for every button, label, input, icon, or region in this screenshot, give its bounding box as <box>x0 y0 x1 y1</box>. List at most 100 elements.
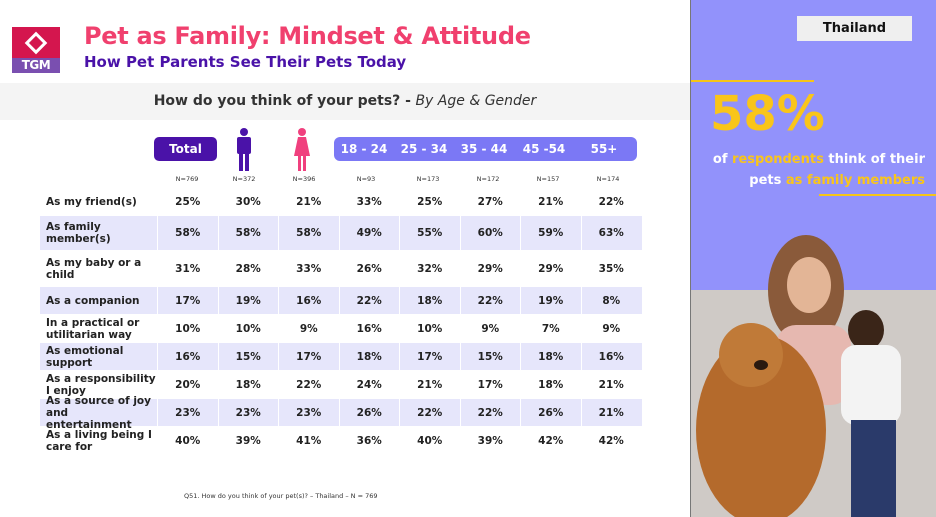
cell-value: 17% <box>157 287 218 314</box>
sample-size: N=372 <box>232 175 256 183</box>
question-breakdown: By Age & Gender <box>415 93 537 109</box>
cell-value: 8% <box>580 287 642 314</box>
cell-value: 42% <box>580 427 642 455</box>
cell-value: 9% <box>278 315 339 342</box>
col-age: 25 - 34 <box>400 142 448 156</box>
male-icon <box>237 128 251 171</box>
cell-value: 30% <box>217 188 279 215</box>
table-row: As my baby or a child 31% 28% 33% 26% 32% 29% 2… <box>40 251 642 287</box>
row-label: As emotional support <box>46 344 124 369</box>
cell-value: 22% <box>278 371 339 398</box>
cell-value: 22% <box>459 287 521 314</box>
cell-value: 18% <box>338 343 400 370</box>
cell-value: 21% <box>580 399 642 426</box>
sample-size: N=769 <box>175 175 199 183</box>
cell-value: 15% <box>459 343 521 370</box>
cell-value: 60% <box>459 216 521 250</box>
tgm-logo: TGM <box>12 27 60 73</box>
cell-value: 15% <box>217 343 279 370</box>
sample-size: N=173 <box>416 175 440 183</box>
row-label: As a responsibility I enjoy <box>46 372 156 397</box>
row-label: As a living being I care for <box>46 429 152 453</box>
cell-value: 40% <box>399 427 460 455</box>
stmt-highlight: as family members <box>785 173 925 188</box>
sample-size: N=172 <box>476 175 500 183</box>
cell-value: 58% <box>278 216 339 250</box>
cell-value: 33% <box>338 188 400 215</box>
cell-value: 16% <box>157 343 218 370</box>
cell-value: 39% <box>217 427 279 455</box>
row-label: As my baby or a child <box>46 256 142 281</box>
sample-size: N=157 <box>536 175 560 183</box>
divider <box>691 80 814 82</box>
female-icon <box>294 128 310 171</box>
row-label: As a source of joy and entertainment <box>46 394 151 431</box>
sample-size: N=93 <box>356 175 376 183</box>
cell-value: 55% <box>399 216 460 250</box>
page-title: Pet as Family: Mindset & Attitude <box>84 22 531 50</box>
cell-value: 23% <box>217 399 279 426</box>
cell-value: 22% <box>459 399 521 426</box>
stmt-highlight: respondents <box>732 152 824 167</box>
headline-statement: of respondents think of their pets as fa… <box>700 149 925 191</box>
sample-size: N=396 <box>292 175 316 183</box>
cell-value: 9% <box>459 315 521 342</box>
col-total: Total <box>154 137 217 161</box>
cell-value: 28% <box>217 251 279 286</box>
cell-value: 17% <box>459 371 521 398</box>
row-label: As my friend(s) <box>46 195 137 208</box>
cell-value: 39% <box>459 427 521 455</box>
cell-value: 7% <box>520 315 581 342</box>
cell-value: 33% <box>278 251 339 286</box>
table-row: As emotional support 16% 15% 17% 18% 17% 15% 18… <box>40 343 642 371</box>
cell-value: 35% <box>580 251 642 286</box>
cell-value: 26% <box>520 399 581 426</box>
cell-value: 21% <box>399 371 460 398</box>
cell-value: 18% <box>520 371 581 398</box>
cell-value: 23% <box>157 399 218 426</box>
cell-value: 17% <box>399 343 460 370</box>
cell-value: 18% <box>520 343 581 370</box>
table-row: As a responsibility I enjoy 20% 18% 22% 24% 2… <box>40 371 642 399</box>
cell-value: 29% <box>520 251 581 286</box>
cell-value: 26% <box>338 399 400 426</box>
cell-value: 22% <box>338 287 400 314</box>
country-label: Thailand <box>797 16 912 41</box>
table-row: As my friend(s) 25% 30% 21% 33% 25% 27% 21% 22% <box>40 188 642 216</box>
cell-value: 10% <box>399 315 460 342</box>
col-age: 18 - 24 <box>340 142 388 156</box>
cell-value: 24% <box>338 371 400 398</box>
col-age: 35 - 44 <box>460 142 508 156</box>
col-age: 55+ <box>590 142 618 156</box>
divider <box>819 194 936 196</box>
sample-size: N=174 <box>596 175 620 183</box>
cell-value: 49% <box>338 216 400 250</box>
cell-value: 42% <box>520 427 581 455</box>
cell-value: 22% <box>399 399 460 426</box>
table-row: In a practical or utilitarian way 10% 10% 9… <box>40 315 642 343</box>
cell-value: 23% <box>278 399 339 426</box>
table-row: As a source of joy and entertainment 23% 2… <box>40 395 642 431</box>
cell-value: 21% <box>278 188 339 215</box>
row-label: As a companion <box>46 294 140 307</box>
cell-value: 25% <box>399 188 460 215</box>
page-subtitle: How Pet Parents See Their Pets Today <box>84 53 407 71</box>
table-row: As a living being I care for 40% 39% 41% 36%… <box>40 427 642 456</box>
row-label: In a practical or utilitarian way <box>46 316 140 341</box>
cell-value: 40% <box>157 427 218 455</box>
headline-stat: 58% <box>710 86 825 142</box>
col-age: 45 -54 <box>522 142 566 156</box>
cell-value: 10% <box>217 315 279 342</box>
cell-value: 19% <box>217 287 279 314</box>
stmt-part: of <box>712 152 728 167</box>
cell-value: 10% <box>157 315 218 342</box>
cell-value: 16% <box>278 287 339 314</box>
table-row: As family member(s) 58% 58% 58% 49% 55% 60% 59%… <box>40 216 642 251</box>
cell-value: 22% <box>580 188 642 215</box>
cell-value: 59% <box>520 216 581 250</box>
age-columns: 18 - 24 25 - 34 35 - 44 45 -54 55+ <box>334 137 637 161</box>
table-row: As a companion 17% 19% 16% 22% 18% 22% 19% 8% <box>40 287 642 315</box>
cell-value: 19% <box>520 287 581 314</box>
row-label: As family member(s) <box>46 221 111 245</box>
cell-value: 58% <box>157 216 218 250</box>
